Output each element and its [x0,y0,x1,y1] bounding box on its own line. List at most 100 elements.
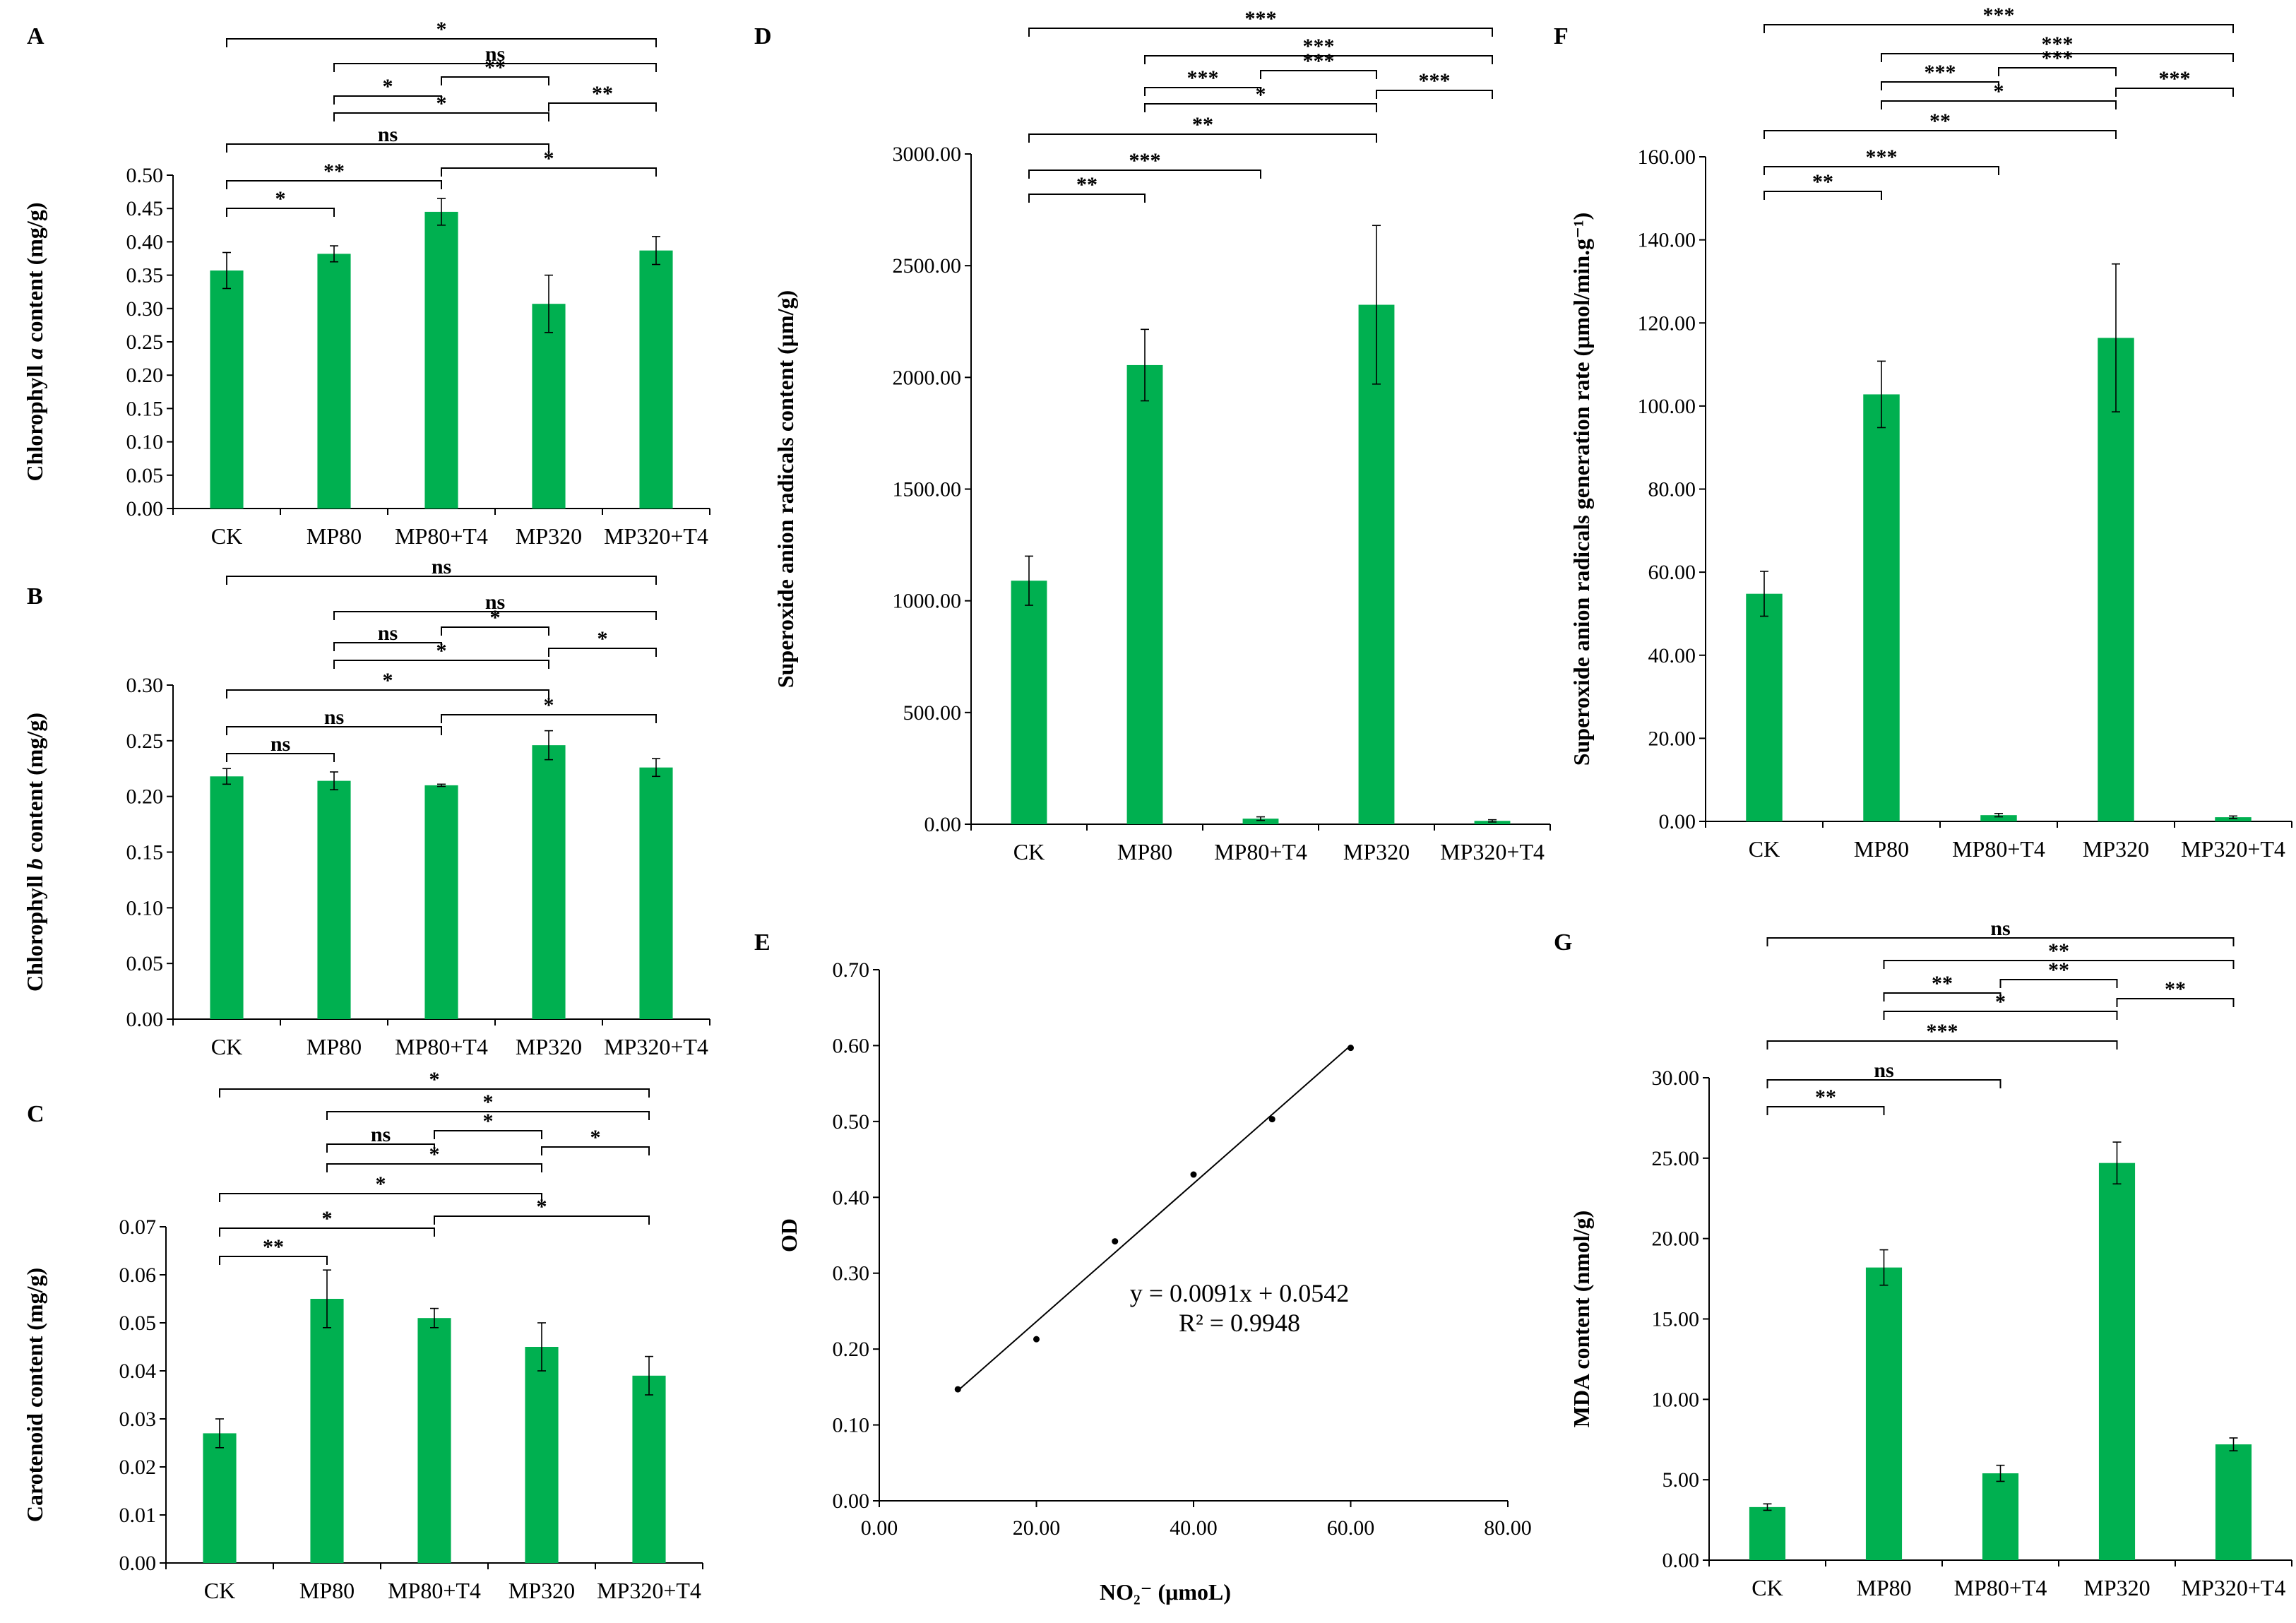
data-point [1190,1171,1197,1178]
significance-bracket [326,1163,542,1172]
panel-A: A 0.00 0.05 0.10 0.15 0.20 0.25 0.30 0.35 0.40 0.4… [22,18,710,549]
data-point [954,1386,961,1393]
data-point [1268,1116,1275,1123]
significance-bracket [1028,194,1146,203]
significance-bracket [226,689,549,698]
significance-label: *** [1419,69,1451,93]
significance-label: * [322,1207,333,1230]
panel-D: D 0.00 500.00 1000.00 1500.00 2000.00 2500.00 3… [754,7,1551,864]
significance-bracket [1028,170,1261,179]
y-tick-label: 0.40 [126,230,164,254]
significance-bracket [333,63,657,72]
x-tick-label: 60.00 [1327,1516,1375,1540]
significance-label: ns [1874,1059,1893,1082]
significance-label: * [1995,990,2006,1013]
significance-bracket [2115,88,2234,97]
panel-G: G 0.00 5.00 10.00 15.00 20.00 25.00 30.00 CK MP80… [1554,917,2292,1600]
x-tick-label: 40.00 [1170,1516,1218,1540]
bar [1242,819,1279,824]
significance-bracket [1144,55,1493,64]
y-tick-label: 15.00 [1652,1308,1700,1331]
significance-bracket [226,753,335,762]
y-tick-label: 0.05 [119,1312,157,1335]
x-tick-label: MP80 [307,1034,362,1059]
significance-bracket [226,38,657,47]
significance-label: * [590,1126,601,1149]
y-tick-label: 0.40 [833,1186,870,1209]
panel-B: B 0.00 0.05 0.10 0.15 0.20 0.25 0.30 CK MP80 MP80+… [22,555,710,1059]
significance-bracket [226,143,549,153]
x-tick-label: MP320+T4 [2182,1575,2286,1600]
significance-bracket [441,626,549,636]
significance-label: * [483,1110,494,1133]
bar [1982,1473,2019,1560]
significance-bracket [219,1227,435,1237]
y-tick-label: 0.50 [833,1110,870,1134]
significance-bracket [1260,70,1377,79]
panel-label: D [754,23,772,49]
significance-bracket [1028,28,1493,37]
y-tick-label: 160.00 [1638,145,1696,169]
significance-bracket [219,1193,542,1202]
x-tick-label: MP320+T4 [2181,836,2285,862]
significance-bracket [1763,130,2117,139]
significance-label: * [383,669,393,692]
significance-bracket [1881,100,2117,109]
y-axis-label: Chlorophyll a content (mg/g) [22,203,47,482]
significance-label: ns [324,706,344,729]
significance-label: * [376,1172,386,1196]
panel-label: F [1554,23,1569,49]
significance-label: * [436,18,447,41]
bar [310,1299,344,1563]
y-tick-label: 500.00 [903,701,962,725]
x-tick-label: MP80+T4 [388,1578,481,1603]
significance-bracket [1766,937,2235,946]
bar [424,211,458,509]
y-tick-label: 0.25 [126,730,164,753]
y-tick-label: 0.70 [833,958,870,982]
significance-bracket [1763,24,2234,33]
panel-label: A [27,23,44,49]
x-tick-label: MP320+T4 [1440,839,1545,864]
x-tick-label: MP320+T4 [597,1578,701,1603]
y-tick-label: 3000.00 [893,143,962,166]
x-tick-label: 20.00 [1013,1516,1061,1540]
y-tick-label: 0.04 [119,1360,157,1383]
y-tick-label: 10.00 [1652,1388,1700,1411]
significance-bracket [219,1256,328,1265]
y-axis-label: Superoxide anion radicals content (μm/g) [773,290,798,688]
y-tick-label: 0.15 [126,841,164,864]
y-tick-label: 0.00 [1659,810,1696,833]
x-tick-label: MP320 [516,1034,582,1059]
x-tick-label: MP80+T4 [1952,836,2045,862]
significance-label: ** [1812,170,1833,194]
y-tick-label: 0.05 [126,952,164,975]
significance-bracket [226,180,442,189]
bar [532,304,566,509]
bar [1746,593,1783,821]
significance-bracket [441,167,657,177]
significance-label: ** [323,160,345,183]
significance-label: ns [371,1123,391,1146]
y-axis-label-part: Superoxide anion radicals generation rat… [1569,213,1594,766]
significance-bracket [1144,103,1377,112]
significance-bracket [333,660,549,669]
bar [210,776,244,1019]
panel-label: E [754,929,771,956]
y-axis-label-part: Carotenoid content (mg/g) [22,1268,47,1522]
y-axis-label: Superoxide anion radicals generation rat… [1569,213,1594,766]
significance-label: * [275,187,286,210]
significance-label: *** [2042,47,2074,70]
significance-bracket [1144,87,1261,96]
significance-label: ** [1076,173,1098,196]
bar [639,250,673,509]
significance-bracket [1763,191,1882,200]
y-axis-label-part: MDA content (nmol/g) [1569,1211,1594,1428]
significance-label: ns [432,555,451,578]
significance-label: ** [1192,113,1213,136]
panel-label: B [27,583,43,610]
bar [1980,815,2017,821]
bar [632,1375,666,1563]
significance-label: *** [1866,145,1898,169]
y-tick-label: 0.30 [126,674,164,697]
